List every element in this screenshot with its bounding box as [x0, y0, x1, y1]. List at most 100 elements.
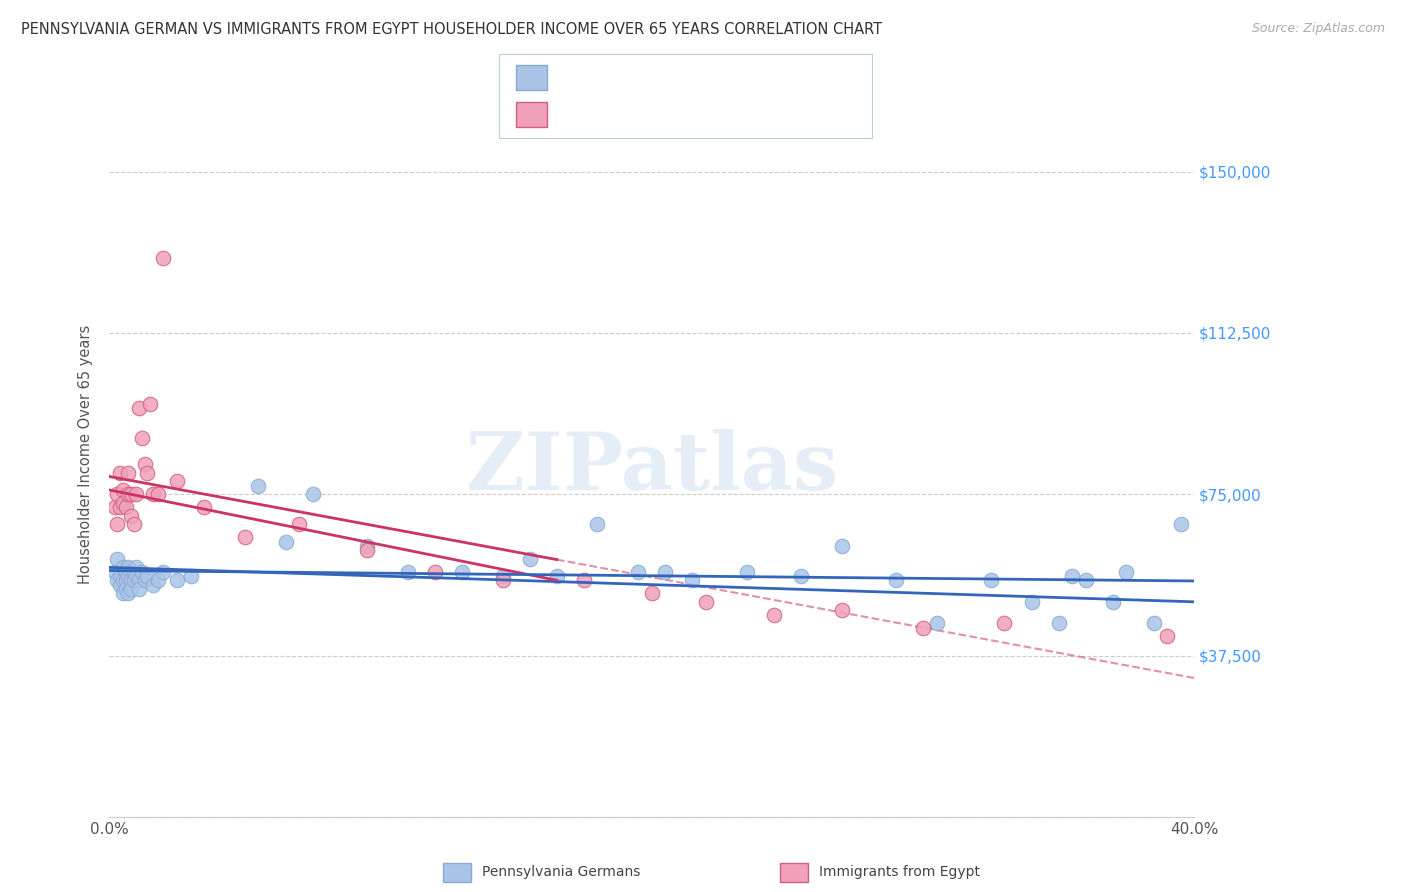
Point	[301, 487, 323, 501]
Point	[356, 539, 378, 553]
Point	[108, 569, 131, 583]
Point	[108, 577, 131, 591]
Point	[120, 508, 142, 523]
Point	[114, 574, 136, 588]
Text: 37: 37	[716, 107, 735, 122]
Point	[125, 487, 148, 501]
Text: N =: N =	[662, 70, 709, 85]
Text: ZIPatlas: ZIPatlas	[465, 429, 838, 508]
Text: -0.305: -0.305	[596, 107, 648, 122]
Point	[735, 565, 758, 579]
Point	[831, 603, 853, 617]
Text: 58: 58	[716, 70, 737, 85]
Point	[1102, 595, 1125, 609]
Point	[1062, 569, 1084, 583]
Point	[111, 574, 134, 588]
Point	[114, 582, 136, 596]
Point	[114, 500, 136, 515]
Point	[128, 574, 150, 588]
Point	[104, 565, 127, 579]
Point	[546, 569, 568, 583]
Point	[120, 582, 142, 596]
Point	[114, 565, 136, 579]
Point	[980, 574, 1002, 588]
Point	[111, 560, 134, 574]
Point	[695, 595, 717, 609]
Point	[136, 466, 159, 480]
Point	[884, 574, 907, 588]
Point	[111, 496, 134, 510]
Point	[105, 517, 128, 532]
Point	[122, 574, 145, 588]
Point	[180, 569, 202, 583]
Point	[136, 569, 159, 583]
Point	[193, 500, 215, 515]
Point	[104, 500, 127, 515]
Point	[122, 517, 145, 532]
Text: R =: R =	[557, 107, 588, 122]
Point	[120, 487, 142, 501]
Point	[108, 466, 131, 480]
Point	[120, 565, 142, 579]
Point	[572, 574, 595, 588]
Point	[125, 560, 148, 574]
Point	[233, 530, 256, 544]
Point	[128, 401, 150, 416]
Point	[105, 574, 128, 588]
Point	[911, 621, 934, 635]
Point	[790, 569, 813, 583]
Point	[993, 616, 1015, 631]
Text: Pennsylvania Germans: Pennsylvania Germans	[482, 865, 640, 880]
Point	[146, 487, 169, 501]
Point	[1047, 616, 1070, 631]
Point	[131, 431, 153, 445]
Point	[396, 565, 419, 579]
Point	[654, 565, 676, 579]
Point	[586, 517, 609, 532]
Point	[142, 577, 165, 591]
Point	[831, 539, 853, 553]
Text: N =: N =	[662, 107, 709, 122]
Point	[105, 487, 128, 501]
Point	[491, 569, 513, 583]
Point	[146, 574, 169, 588]
Point	[451, 565, 474, 579]
Point	[423, 565, 446, 579]
Point	[681, 574, 703, 588]
Point	[117, 586, 139, 600]
Point	[627, 565, 650, 579]
Point	[125, 569, 148, 583]
Point	[1142, 616, 1164, 631]
Point	[152, 251, 174, 265]
Point	[1156, 629, 1178, 643]
Point	[519, 551, 541, 566]
Point	[128, 582, 150, 596]
Point	[274, 534, 297, 549]
Point	[166, 574, 188, 588]
Point	[122, 565, 145, 579]
Point	[117, 487, 139, 501]
Point	[134, 457, 156, 471]
Point	[111, 483, 134, 497]
Point	[142, 487, 165, 501]
Point	[1115, 565, 1137, 579]
Text: -0.277: -0.277	[596, 70, 648, 85]
Point	[1170, 517, 1192, 532]
Text: R =: R =	[557, 70, 588, 85]
Point	[131, 565, 153, 579]
Text: Immigrants from Egypt: Immigrants from Egypt	[820, 865, 980, 880]
Point	[134, 574, 156, 588]
Point	[762, 607, 785, 622]
Point	[288, 517, 311, 532]
Point	[117, 560, 139, 574]
Point	[152, 565, 174, 579]
Point	[491, 574, 513, 588]
Point	[120, 574, 142, 588]
Text: Source: ZipAtlas.com: Source: ZipAtlas.com	[1251, 22, 1385, 36]
Point	[111, 586, 134, 600]
Point	[1074, 574, 1097, 588]
Point	[117, 569, 139, 583]
Point	[117, 466, 139, 480]
Point	[925, 616, 948, 631]
Point	[139, 397, 162, 411]
